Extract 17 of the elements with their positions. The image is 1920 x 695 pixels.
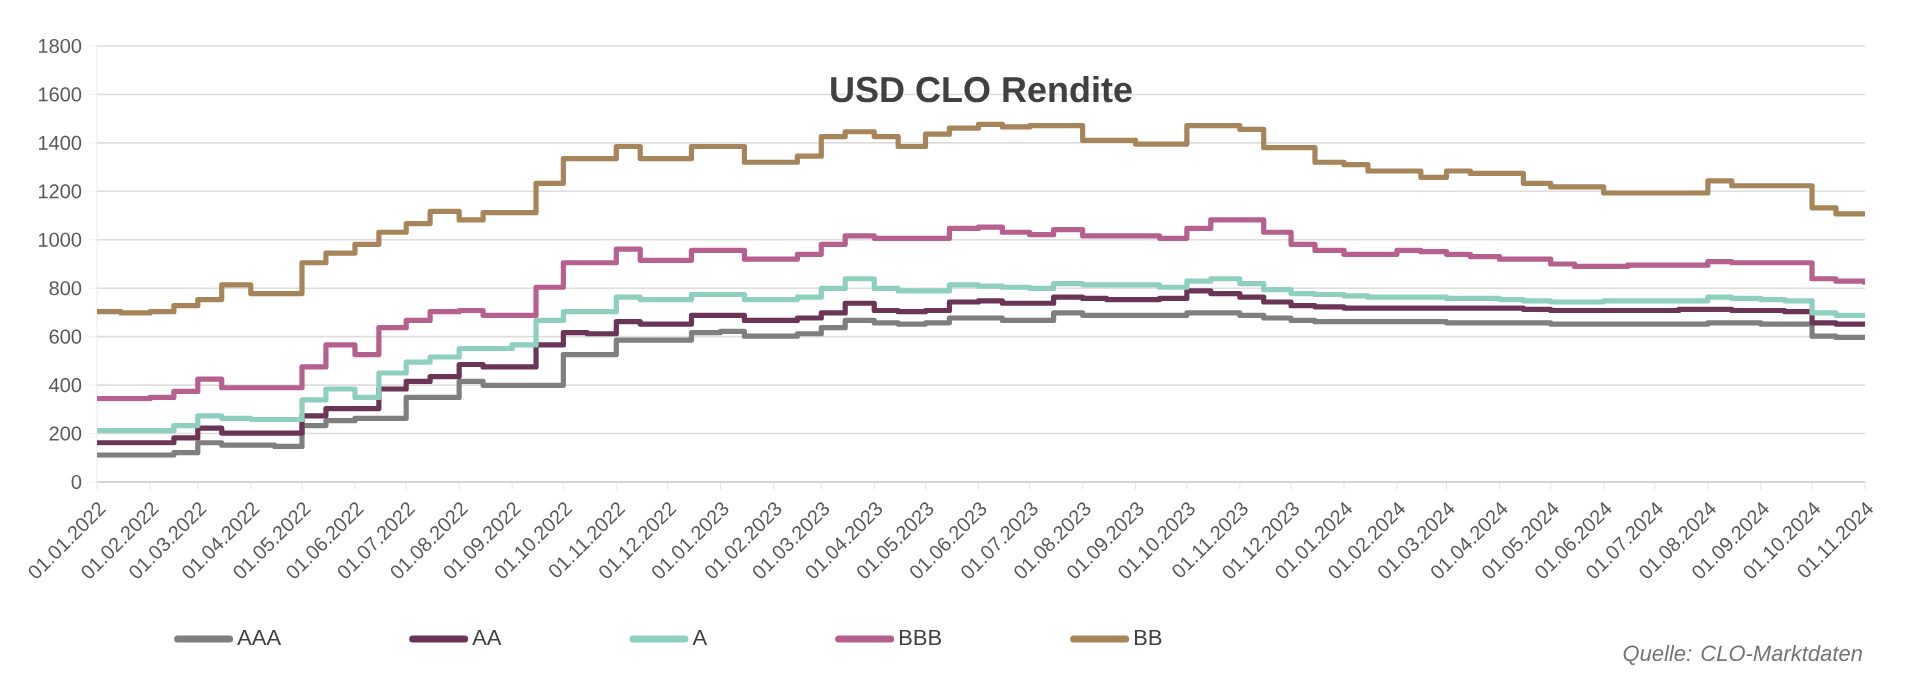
legend-label: BB xyxy=(1134,629,1162,646)
y-tick-label: 800 xyxy=(49,281,82,296)
y-tick-label: 1600 xyxy=(39,87,82,102)
legend-label: A xyxy=(692,629,708,646)
legend-label: AAA xyxy=(237,629,282,646)
y-tick-label: 200 xyxy=(49,426,82,441)
text: USD CLO Rendite xyxy=(831,75,1132,103)
y-tick-label: 400 xyxy=(49,378,82,393)
source-note: Quelle: CLO-Marktdaten xyxy=(1623,644,1862,666)
y-tick-label: 1800 xyxy=(39,38,82,54)
y-tick-label: 1200 xyxy=(39,184,82,199)
y-tick-label: 1000 xyxy=(39,232,82,247)
legend-label: AA xyxy=(472,629,502,646)
legend-label: BBB xyxy=(899,629,942,646)
y-tick-label: 600 xyxy=(49,329,82,344)
y-tick-label: 0 xyxy=(71,474,82,490)
y-tick-label: 1400 xyxy=(39,135,82,150)
